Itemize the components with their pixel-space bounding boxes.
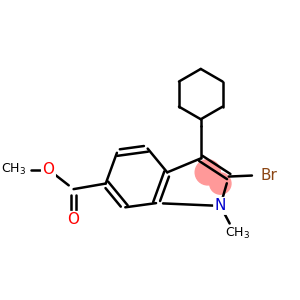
Text: O: O xyxy=(42,162,54,177)
Text: Br: Br xyxy=(261,168,278,183)
Circle shape xyxy=(195,160,220,185)
Text: O: O xyxy=(68,212,80,227)
Circle shape xyxy=(210,173,231,194)
Text: N: N xyxy=(215,198,226,213)
Text: CH$_3$: CH$_3$ xyxy=(2,162,27,177)
Text: CH$_3$: CH$_3$ xyxy=(225,226,250,242)
